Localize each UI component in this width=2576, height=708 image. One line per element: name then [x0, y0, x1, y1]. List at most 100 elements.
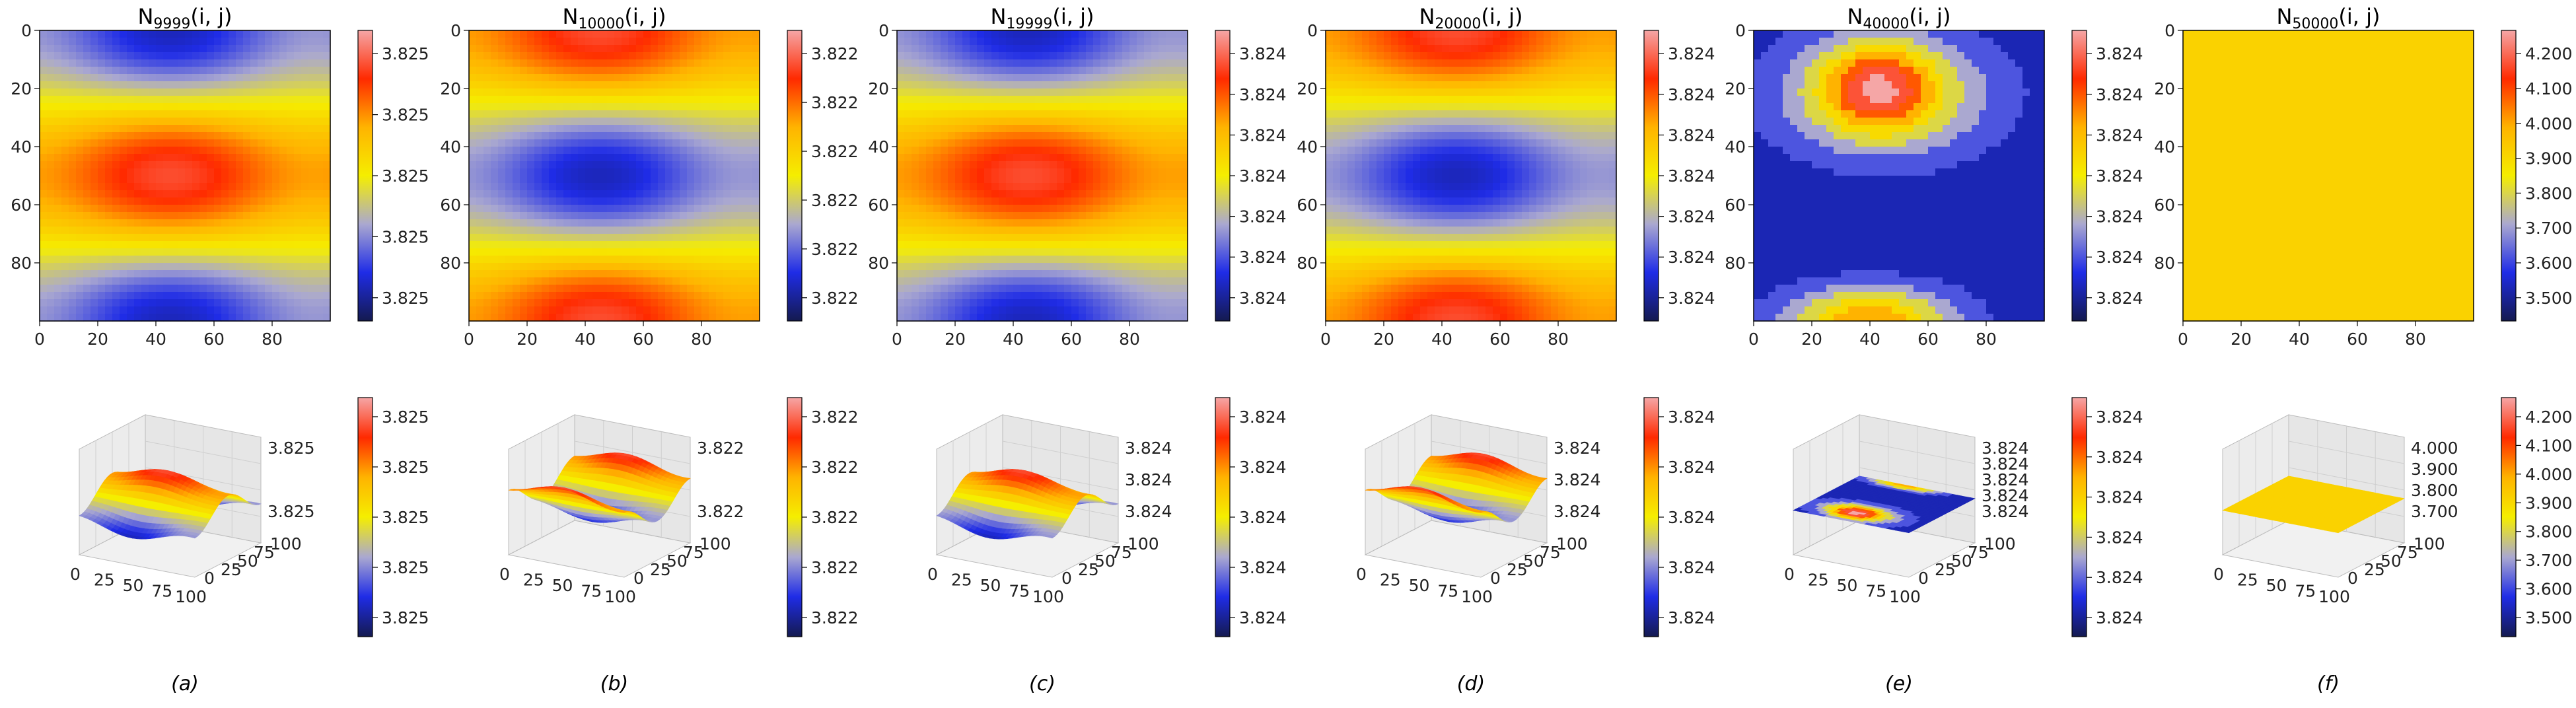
panel-1-heatmap-cell: [556, 103, 564, 111]
panel-1-heatmap-cell: [556, 67, 564, 75]
panel-0-heatmap-cell: [199, 205, 207, 213]
panel-0-heatmap-cell: [127, 234, 135, 242]
panel-1-heatmap-cell: [542, 270, 550, 278]
panel-0-heatmap-cell: [316, 183, 324, 191]
panel-1-heatmap-cell: [723, 154, 731, 162]
panel-0-heatmap-cell: [279, 132, 287, 140]
panel-2-heatmap-cell: [1086, 30, 1094, 38]
panel-1-heatmap-cell: [563, 190, 571, 198]
panel-1-heatmap-cell: [505, 190, 513, 198]
panel-0-heatmap-cell: [250, 277, 258, 285]
panel-1-heatmap-cell: [491, 161, 499, 169]
panel-0-heatmap-cell: [178, 147, 186, 155]
panel-1-heatmap-cell: [498, 176, 506, 184]
panel-1-heatmap-cell: [483, 176, 491, 184]
panel-1-heatmap-cell: [563, 59, 571, 67]
panel-1-heatmap-cell: [469, 205, 477, 213]
panel-1-heatmap-cell: [723, 292, 731, 300]
panel-1-x-tick: 20: [517, 330, 538, 349]
panel-0-heatmap-cell: [83, 241, 91, 249]
panel-0-heatmap-cell: [192, 168, 200, 176]
panel-1-heatmap-cell: [672, 234, 680, 242]
panel-0-heatmap-cell: [236, 292, 244, 300]
panel-0-heatmap-cell: [170, 197, 178, 205]
panel-1-heatmap-cell: [680, 277, 688, 285]
panel-0-heatmap-cell: [112, 190, 120, 198]
panel-1-heatmap-cell: [483, 110, 491, 118]
panel-1-heatmap-cell: [614, 38, 622, 46]
panel-1-heatmap-cell: [556, 183, 564, 191]
panel-0-heatmap-cell: [98, 306, 106, 314]
panel-0-heatmap-cell: [149, 292, 157, 300]
panel-0-heatmap-cell: [98, 81, 106, 89]
panel-1-heatmap-cell: [578, 161, 586, 169]
panel-1-heatmap-cell: [534, 161, 542, 169]
panel-1-heatmap-cell: [585, 241, 593, 249]
panel-1-heatmap-cell: [607, 81, 615, 89]
panel-1-heatmap-cell: [687, 67, 695, 75]
panel-1-heatmap-cell: [578, 96, 586, 104]
panel-0-heatmap-cell: [163, 270, 171, 278]
panel-1-heatmap-cell: [752, 256, 760, 264]
panel-0-heatmap-cell: [308, 219, 316, 227]
panel-1-heatmap-cell: [592, 67, 600, 75]
panel-1-heatmap-cell: [629, 154, 637, 162]
panel-1-heatmap-cell: [651, 88, 659, 96]
panel-1-heatmap-cell: [622, 197, 629, 205]
panel-1-heatmap-cell: [672, 74, 680, 82]
panel-1-heatmap-cell: [513, 118, 520, 125]
panel-1-heatmap-cell: [505, 219, 513, 227]
panel-0-heatmap-cell: [229, 270, 236, 278]
panel-1-heatmap-cell: [752, 205, 760, 213]
panel-2-heatmap-cell: [1057, 74, 1065, 82]
panel-0-heatmap-cell: [207, 183, 215, 191]
panel-0-heatmap-cell: [192, 88, 200, 96]
panel-0-heatmap-cell: [76, 241, 84, 249]
panel-1-heatmap-cell: [643, 306, 651, 314]
panel-0-heatmap-cell: [141, 292, 149, 300]
panel-1-heatmap-cell: [709, 205, 717, 213]
panel-1-heatmap-cell: [476, 168, 484, 176]
panel-2-heatmap-cell: [1166, 45, 1174, 53]
panel-0-heatmap-cell: [207, 176, 215, 184]
panel-1-heatmap-cell: [563, 81, 571, 89]
panel-1-heatmap-cell: [716, 125, 724, 133]
panel-0-heatmap-cell: [272, 176, 280, 184]
panel-0-heatmap-cell: [149, 168, 157, 176]
panel-0-heatmap-cell: [272, 103, 280, 111]
panel-0-heatmap-cell: [112, 176, 120, 184]
panel-1-heatmap-cell: [578, 219, 586, 227]
panel-2-heatmap-cell: [1122, 52, 1130, 60]
panel-2-heatmap-cell: [912, 30, 919, 38]
panel-0-heatmap-cell: [156, 190, 164, 198]
panel-1-heatmap-cell: [687, 263, 695, 271]
panel-0-heatmap-cell: [185, 212, 193, 220]
panel-0-heatmap-cell: [250, 219, 258, 227]
panel-0-heatmap-cell: [258, 263, 266, 271]
panel-1-heatmap-cell: [665, 67, 673, 75]
panel-2-heatmap-cell: [984, 74, 992, 82]
panel-0-heatmap-cell: [170, 277, 178, 285]
panel-0-heatmap-cell: [156, 125, 164, 133]
panel-0-heatmap-cell: [112, 197, 120, 205]
panel-0-heatmap-cell: [83, 219, 91, 227]
panel-0-heatmap-cell: [69, 96, 77, 104]
panel-1-heatmap-cell: [534, 118, 542, 125]
panel-0-heatmap-cell: [229, 227, 236, 234]
panel-0-heatmap-cell: [40, 306, 48, 314]
panel-0-heatmap-cell: [134, 88, 142, 96]
panel-1-heatmap-cell: [542, 147, 550, 155]
panel-2-heatmap-cell: [1144, 52, 1152, 60]
panel-1-heatmap-cell: [636, 118, 644, 125]
panel-2-heatmap-cell: [1079, 45, 1087, 53]
panel-0-heatmap-cell: [294, 314, 302, 322]
panel-2-heatmap-cell: [984, 45, 992, 53]
panel-1-heatmap-cell: [585, 52, 593, 60]
panel-1-heatmap-cell: [687, 110, 695, 118]
panel-1-heatmap-cell: [622, 176, 629, 184]
panel-0-heatmap-cell: [272, 234, 280, 242]
panel-0-heatmap-cell: [250, 263, 258, 271]
panel-0-heatmap-cell: [156, 161, 164, 169]
panel-1-heatmap-cell: [636, 147, 644, 155]
panel-0-heatmap-cell: [236, 227, 244, 234]
